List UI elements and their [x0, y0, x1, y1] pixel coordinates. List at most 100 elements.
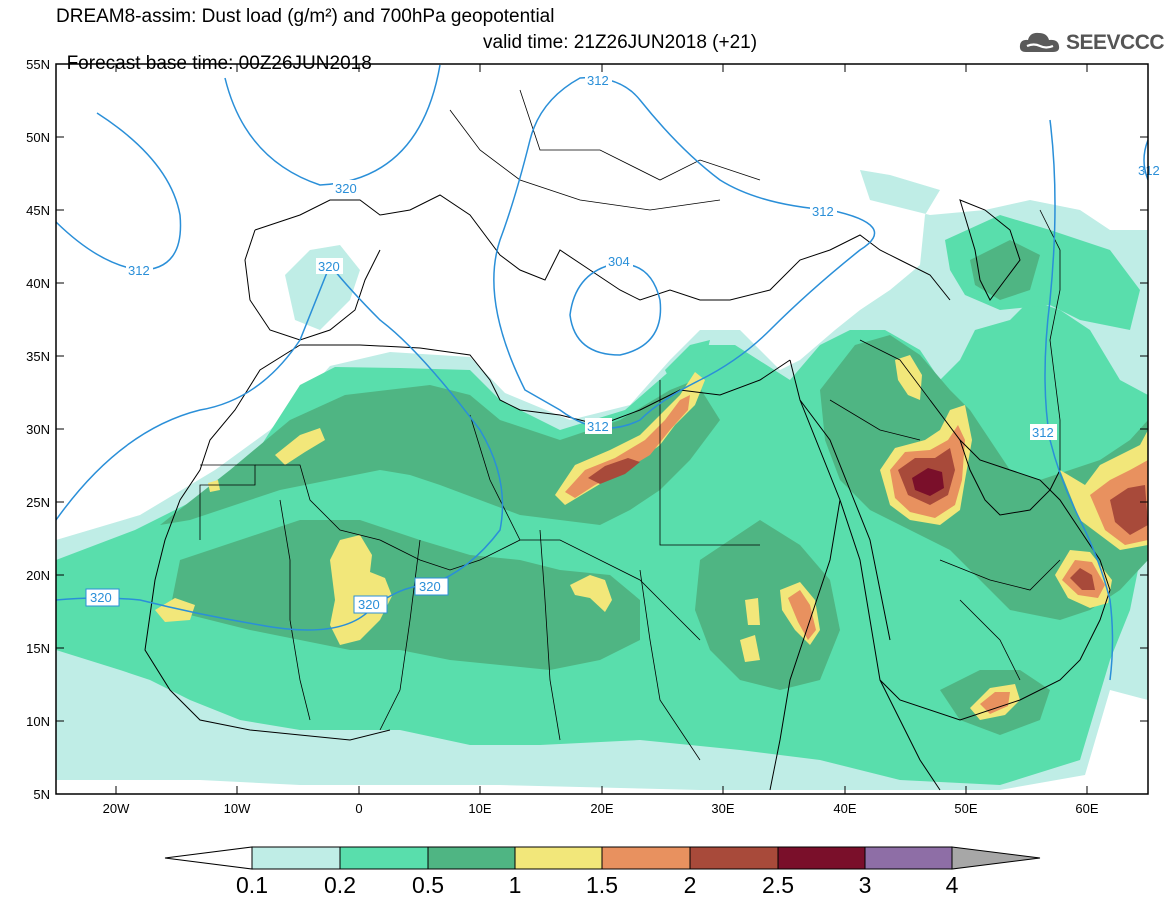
dust-field	[56, 170, 1148, 790]
legend-high-arrow	[951, 846, 1041, 870]
contour-label: 320	[318, 259, 340, 274]
border-7	[199, 464, 256, 540]
dust-2-oman	[1070, 568, 1095, 590]
legend-swatch	[689, 846, 779, 870]
border-6	[639, 569, 701, 761]
border-5	[659, 380, 760, 546]
latitude-labels: 55N 50N 45N 40N 35N 30N 25N 20N 15N 10N …	[26, 57, 50, 802]
dust-1-algeria-edge	[208, 480, 220, 492]
border-2	[279, 499, 311, 721]
dust-2-libya	[588, 458, 640, 484]
dust-1-sudan-b	[745, 598, 760, 625]
dust-1-mauritania	[155, 598, 195, 622]
legend-label: 1	[508, 872, 522, 898]
legend-label: 2.5	[762, 872, 794, 898]
lat-label: 10N	[26, 714, 50, 729]
coast-europe	[254, 194, 951, 301]
border-3	[469, 414, 701, 641]
coast-caspian	[959, 199, 1021, 301]
longitude-labels: 20W 10W 0 10E 20E 30E 40E 50E 60E	[103, 801, 1099, 816]
dust-band-0.5b	[170, 520, 640, 670]
color-legend	[164, 846, 1041, 870]
coast-gulf	[959, 439, 1061, 516]
lat-label: 20N	[26, 568, 50, 583]
map-title: DREAM8-assim: Dust load (g/m²) and 700hP…	[56, 6, 555, 27]
contour-label: 312	[1138, 163, 1160, 178]
dust-1-iraq	[895, 355, 922, 400]
coast-arabia-west	[799, 399, 891, 641]
lat-label: 45N	[26, 203, 50, 218]
border-10	[859, 339, 931, 401]
legend-label: 4	[945, 872, 959, 898]
lon-label: 20E	[590, 801, 613, 816]
lon-label: 10E	[468, 801, 491, 816]
contour-312-west	[56, 112, 182, 271]
lon-label: 10W	[224, 801, 251, 816]
contour-label: 312	[1032, 425, 1054, 440]
contour-label: 320	[358, 597, 380, 612]
contour-label: 320	[419, 579, 441, 594]
lon-label: 50E	[954, 801, 977, 816]
lon-label: 60E	[1075, 801, 1098, 816]
border-13	[959, 599, 1021, 681]
legend-swatch	[864, 846, 953, 870]
lon-label: 30E	[711, 801, 734, 816]
geopotential-contours	[56, 64, 1148, 681]
legend-label: 2	[683, 872, 697, 898]
border-1	[255, 464, 521, 571]
border-12	[1039, 209, 1061, 470]
lat-label: 5N	[33, 787, 50, 802]
contour-320-west	[224, 64, 441, 186]
dust-1-chad	[570, 575, 612, 612]
border-9	[829, 399, 921, 441]
dust-1.5-sudan	[788, 590, 816, 640]
seevccc-logo: SEEVCCC	[1018, 28, 1165, 58]
dust-patch-anatolia	[665, 340, 710, 400]
dust-band-0.5d	[820, 335, 1148, 620]
border-11	[939, 559, 1061, 591]
contour-label: 312	[812, 204, 834, 219]
contour-label: 312	[587, 419, 609, 434]
legend-label: 3	[858, 872, 872, 898]
longitude-axis	[115, 64, 1088, 794]
legend-label: 0.2	[324, 872, 356, 898]
contour-label: 312	[587, 73, 609, 88]
contour-labels: 312 320 312 320 304 312 320 320 320 312 …	[85, 72, 1160, 614]
contour-label: 312	[128, 263, 150, 278]
cloud-icon	[1019, 32, 1060, 52]
lat-label: 50N	[26, 130, 50, 145]
border-15	[519, 89, 761, 181]
lon-label: 40E	[833, 801, 856, 816]
contour-304	[569, 263, 662, 356]
legend-low-arrow	[164, 846, 253, 870]
legend-label: 0.1	[236, 872, 268, 898]
contour-312-east	[1044, 119, 1114, 681]
coast-africa-east	[769, 499, 841, 791]
lat-label: 35N	[26, 349, 50, 364]
coast-nafrica	[144, 344, 391, 741]
dust-1-tunisia	[275, 428, 325, 465]
latitude-axis	[56, 63, 1148, 795]
contour-label: 304	[608, 254, 630, 269]
legend-swatch	[427, 846, 516, 870]
coast-med-south	[300, 344, 791, 426]
contour-320-south	[56, 263, 504, 631]
coastlines	[144, 194, 1111, 791]
coast-redsea	[789, 359, 1111, 721]
dust-patch-caspian-dark	[970, 240, 1040, 300]
legend-swatch	[601, 846, 691, 870]
dust-patch-caspian	[945, 215, 1140, 330]
lat-label: 15N	[26, 641, 50, 656]
contour-label: 320	[335, 181, 357, 196]
lat-label: 25N	[26, 495, 50, 510]
border-4	[539, 529, 561, 741]
lat-label: 55N	[26, 57, 50, 72]
lon-label: 0	[355, 801, 362, 816]
legend-label: 1.5	[586, 872, 618, 898]
lon-label: 20W	[103, 801, 130, 816]
lat-label: 30N	[26, 422, 50, 437]
lat-label: 40N	[26, 276, 50, 291]
dust-2.5-saudi	[912, 468, 944, 496]
legend-swatch	[777, 846, 866, 870]
